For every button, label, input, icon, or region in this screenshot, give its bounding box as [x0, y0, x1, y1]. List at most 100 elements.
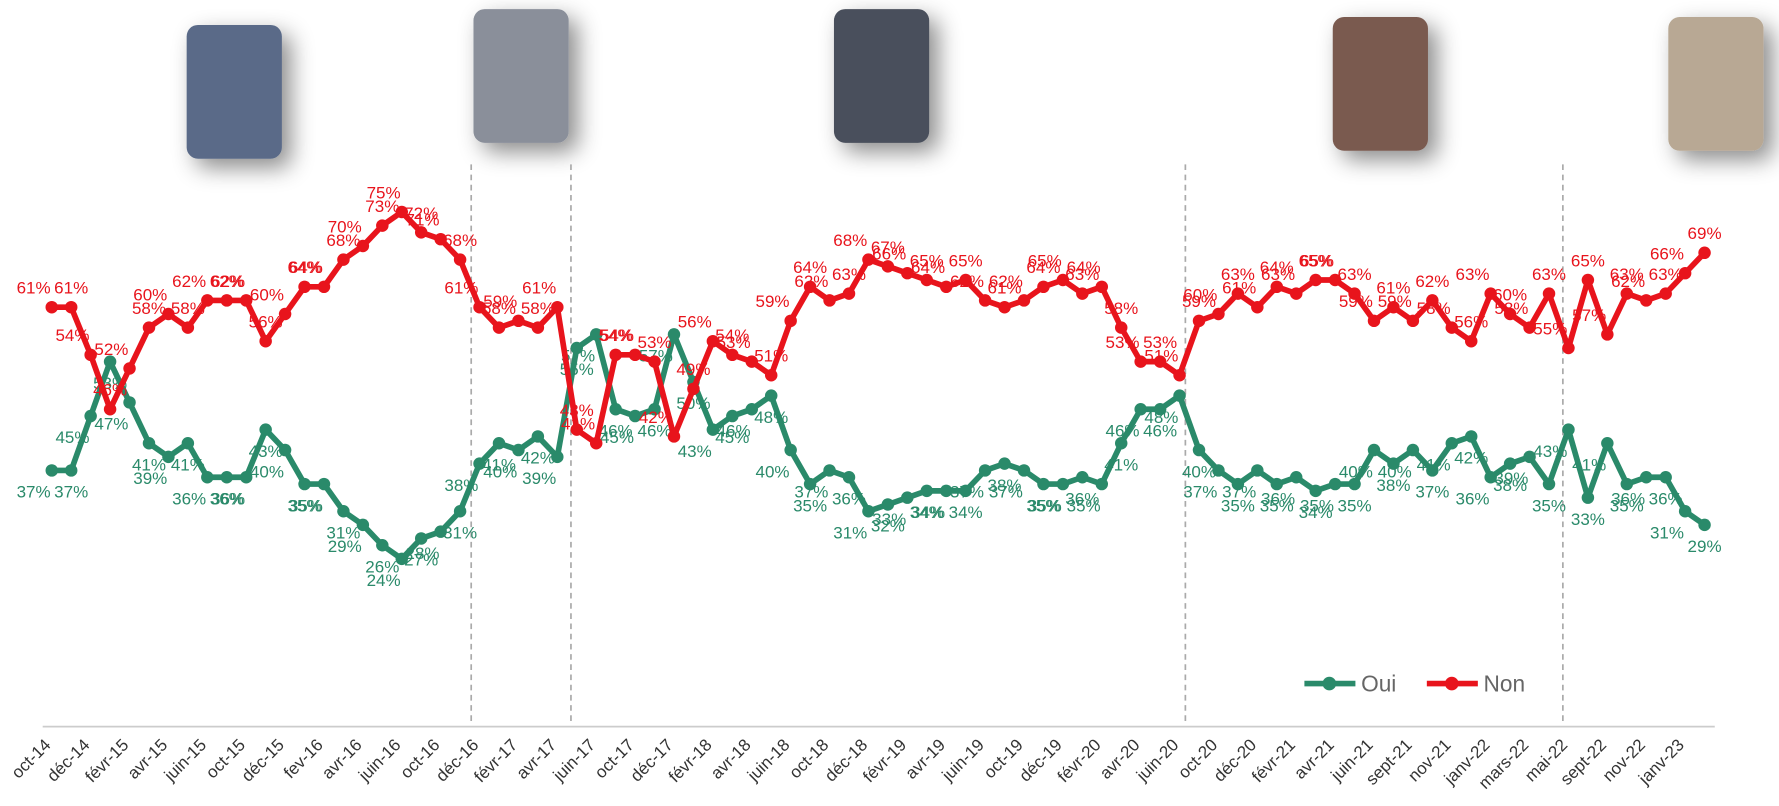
data-label: 64% [289, 258, 323, 277]
data-label: 58% [1494, 299, 1528, 318]
data-point [1601, 328, 1614, 341]
data-point [1173, 389, 1186, 402]
data-point [298, 477, 311, 491]
data-label: 36% [1261, 489, 1295, 508]
data-point [1620, 477, 1634, 491]
data-point [842, 471, 856, 484]
portrait [473, 9, 569, 143]
data-label: 36% [1065, 489, 1099, 508]
data-label: 38% [988, 476, 1022, 495]
data-label: 58% [521, 299, 555, 318]
data-label: 63% [1456, 265, 1490, 284]
data-point [531, 321, 545, 334]
data-point [45, 300, 58, 314]
data-point [317, 280, 331, 294]
data-point [901, 266, 914, 280]
data-label: 65% [1571, 251, 1605, 270]
data-point [1523, 321, 1536, 334]
data-point [745, 403, 759, 416]
data-label: 27% [404, 551, 438, 570]
data-label: 63% [1338, 265, 1372, 284]
data-point [706, 423, 720, 436]
data-point [298, 280, 311, 294]
data-point [123, 396, 136, 409]
data-point [1231, 477, 1245, 491]
x-tick-label: févr-21 [1248, 735, 1299, 786]
x-tick-label: févr-20 [1054, 735, 1105, 786]
data-point [142, 321, 156, 334]
data-point [337, 253, 350, 266]
data-point [1678, 266, 1692, 280]
x-tick-label: févr-17 [470, 735, 521, 786]
data-label: 42% [521, 449, 555, 468]
data-point [512, 443, 525, 457]
data-label: 24% [367, 571, 401, 590]
data-label: 58% [171, 299, 205, 318]
data-point [667, 328, 681, 341]
data-label: 43% [678, 442, 712, 461]
data-point [881, 498, 895, 511]
data-point [823, 464, 836, 477]
data-label: 46% [1106, 421, 1140, 440]
data-label: 63% [1065, 265, 1099, 284]
data-point [1270, 477, 1284, 491]
legend-swatch [1444, 676, 1459, 691]
data-point [764, 368, 778, 382]
data-point [1367, 314, 1381, 328]
data-point [1056, 477, 1070, 491]
data-point [570, 341, 584, 355]
data-label: 35% [1026, 496, 1060, 515]
data-point [239, 294, 253, 307]
data-point [1076, 471, 1089, 484]
data-point [356, 239, 370, 253]
data-label: 40% [1378, 462, 1412, 481]
data-point [998, 457, 1011, 470]
data-label: 69% [1688, 224, 1722, 243]
data-point [1620, 287, 1634, 300]
data-point [220, 294, 233, 307]
data-label: 41% [132, 455, 166, 474]
data-label: 54% [600, 326, 634, 345]
data-label: 73% [365, 197, 399, 216]
data-point [337, 505, 350, 518]
x-tick-label: juin-15 [160, 735, 210, 785]
data-label: 34% [911, 503, 945, 522]
data-label: 62% [794, 272, 828, 291]
data-point [1367, 443, 1381, 457]
data-label: 35% [288, 496, 322, 515]
data-point [434, 232, 447, 246]
data-label: 45% [600, 428, 634, 447]
data-point [648, 403, 661, 416]
data-label: 63% [1532, 265, 1566, 284]
portraits [186, 9, 1764, 159]
data-label: 31% [1650, 523, 1684, 542]
data-label: 37% [54, 483, 88, 502]
data-point [376, 539, 389, 552]
data-point [1542, 287, 1556, 300]
data-label: 40% [1339, 462, 1373, 481]
data-point [1562, 423, 1575, 436]
data-label: 62% [1415, 272, 1449, 291]
data-label: 42% [639, 408, 673, 427]
data-point [1231, 287, 1245, 300]
data-point [803, 280, 817, 294]
data-label: 66% [1650, 245, 1684, 264]
data-label: 37% [989, 483, 1023, 502]
data-label: 43% [560, 401, 594, 420]
data-label: 29% [1688, 537, 1722, 556]
data-label: 63% [1610, 265, 1644, 284]
data-point [1289, 287, 1303, 300]
data-point [531, 430, 545, 443]
data-label: 35% [1610, 496, 1644, 515]
data-point [823, 294, 836, 307]
data-label: 37% [1415, 483, 1449, 502]
data-point [881, 260, 895, 273]
data-point [1251, 300, 1264, 314]
data-point [1659, 471, 1672, 484]
portrait [186, 24, 282, 159]
data-label: 38% [1493, 476, 1527, 495]
data-label: 49% [676, 360, 710, 379]
data-point [978, 294, 992, 307]
data-point [162, 450, 175, 464]
data-label: 64% [911, 258, 945, 277]
